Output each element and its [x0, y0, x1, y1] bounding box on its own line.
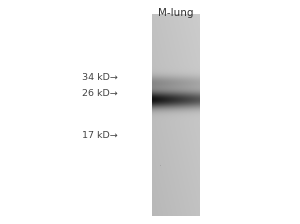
Text: M-lung: M-lung	[158, 8, 194, 18]
Text: 17 kD→: 17 kD→	[82, 131, 118, 140]
Text: 26 kD→: 26 kD→	[82, 88, 118, 97]
Text: 34 kD→: 34 kD→	[82, 73, 118, 82]
